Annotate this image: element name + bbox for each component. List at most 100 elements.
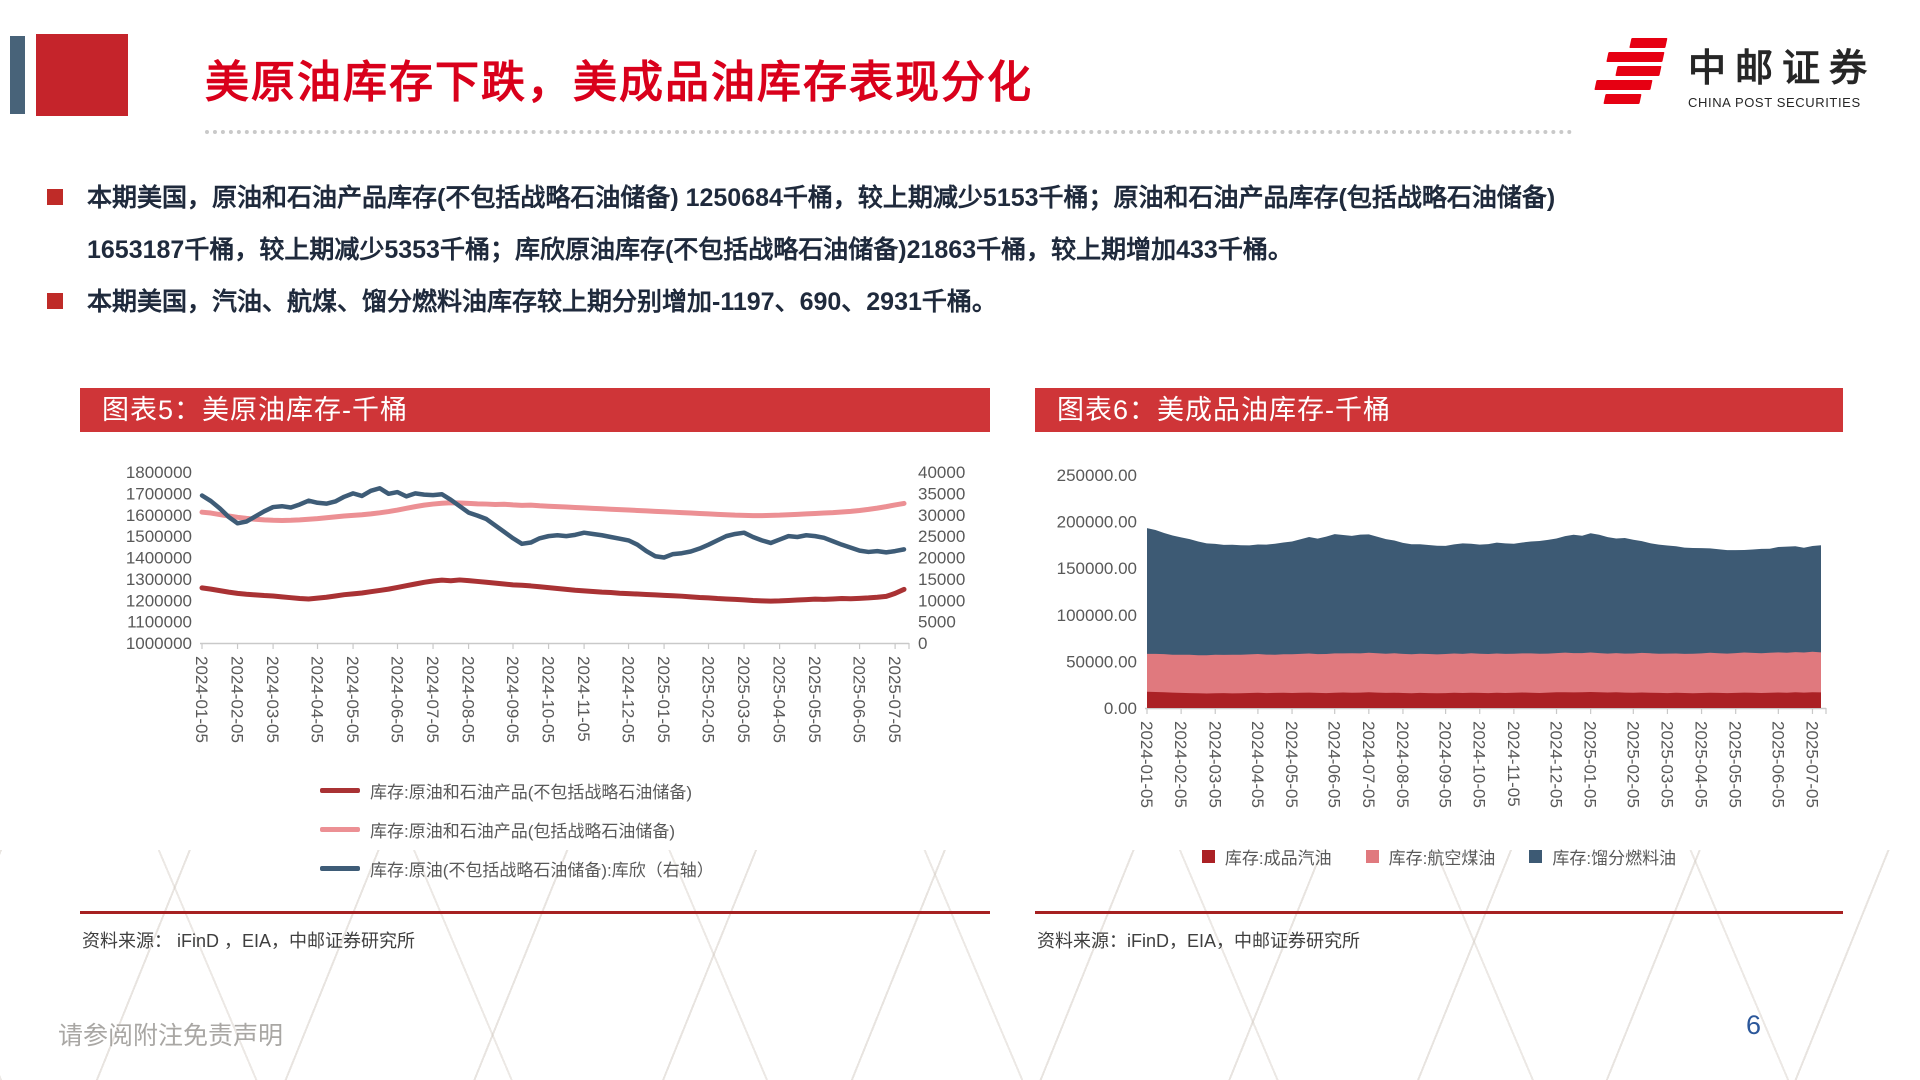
legend-item: 库存:原油和石油产品(包括战略石油储备) (320, 817, 714, 842)
bullet-marker-icon (47, 293, 63, 309)
svg-text:200000.00: 200000.00 (1057, 513, 1137, 532)
svg-text:2024-09-05: 2024-09-05 (503, 656, 522, 743)
svg-text:2024-06-05: 2024-06-05 (387, 656, 406, 743)
svg-text:2025-07-05: 2025-07-05 (1802, 721, 1821, 808)
svg-text:1600000: 1600000 (126, 506, 192, 525)
svg-text:2024-04-05: 2024-04-05 (308, 656, 327, 743)
svg-text:1800000: 1800000 (126, 463, 192, 482)
svg-text:50000.00: 50000.00 (1066, 652, 1137, 671)
svg-text:2024-10-05: 2024-10-05 (539, 656, 558, 743)
legend-square-swatch (1201, 850, 1215, 863)
legend-label: 库存:馏分燃料油 (1552, 849, 1677, 868)
svg-text:2024-07-05: 2024-07-05 (1359, 721, 1378, 808)
svg-text:2024-12-05: 2024-12-05 (619, 656, 638, 743)
svg-text:20000: 20000 (918, 549, 965, 568)
deco-slate-bar (10, 36, 25, 114)
svg-text:5000: 5000 (918, 613, 956, 632)
svg-text:100000.00: 100000.00 (1057, 606, 1137, 625)
svg-text:2025-02-05: 2025-02-05 (1623, 721, 1642, 808)
svg-text:2024-11-05: 2024-11-05 (574, 656, 593, 742)
brand: 中邮证券 CHINA POST SECURITIES (1594, 36, 1876, 110)
source-note: 资料来源： iFinD ，EIA，中邮证券研究所 (82, 931, 416, 951)
source-note: 资料来源：iFinD，EIA，中邮证券研究所 (1037, 931, 1361, 951)
svg-text:2024-03-05: 2024-03-05 (1205, 721, 1224, 808)
svg-text:2025-02-05: 2025-02-05 (699, 656, 718, 743)
svg-text:2024-06-05: 2024-06-05 (1325, 721, 1344, 808)
source-divider (1035, 911, 1843, 914)
svg-text:2024-09-05: 2024-09-05 (1436, 721, 1455, 808)
svg-text:2024-11-05: 2024-11-05 (1504, 721, 1523, 807)
svg-text:15000: 15000 (918, 570, 965, 589)
brand-name-cn: 中邮证券 (1688, 47, 1877, 90)
legend-line-swatch (320, 827, 360, 832)
svg-text:1700000: 1700000 (126, 484, 192, 503)
chart-panel-title: 图表6：美成品油库存-千桶 (1035, 388, 1843, 432)
footer-disclaimer: 请参阅附注免责声明 (58, 1022, 284, 1050)
summary-bullets: 本期美国，原油和石油产品库存(不包括战略石油储备) 1250684千桶，较上期减… (47, 172, 1607, 328)
svg-text:2024-08-05: 2024-08-05 (1393, 721, 1412, 808)
svg-text:2024-10-05: 2024-10-05 (1470, 721, 1489, 808)
svg-text:2025-06-05: 2025-06-05 (850, 656, 869, 743)
legend-item: 库存:航空煤油 (1365, 844, 1495, 869)
svg-text:1000000: 1000000 (126, 634, 192, 653)
page-title: 美原油库存下跌，美成品油库存表现分化 (205, 58, 1033, 107)
svg-text:2025-01-05: 2025-01-05 (1581, 721, 1600, 808)
svg-text:2024-01-05: 2024-01-05 (192, 656, 211, 743)
svg-text:2024-05-05: 2024-05-05 (1282, 721, 1301, 808)
svg-text:25000: 25000 (918, 527, 965, 546)
svg-text:2024-07-05: 2024-07-05 (423, 656, 442, 743)
legend-label: 库存:原油(不包括战略石油储备):库欣（右轴） (370, 861, 714, 880)
bullet-text: 本期美国，原油和石油产品库存(不包括战略石油储备) 1250684千桶，较上期减… (87, 184, 1556, 264)
legend-square-swatch (1529, 850, 1543, 863)
svg-text:2025-05-05: 2025-05-05 (1726, 721, 1745, 808)
bullet-item: 本期美国，汽油、航煤、馏分燃料油库存较上期分别增加-1197、690、2931千… (47, 276, 1607, 328)
chart-legend: 库存:原油和石油产品(不包括战略石油储备) 库存:原油和石油产品(包括战略石油储备… (320, 778, 714, 881)
svg-text:1500000: 1500000 (126, 527, 192, 546)
svg-text:1200000: 1200000 (126, 591, 192, 610)
svg-text:1400000: 1400000 (126, 549, 192, 568)
svg-text:0.00: 0.00 (1104, 699, 1137, 718)
svg-text:2025-06-05: 2025-06-05 (1768, 721, 1787, 808)
legend-item: 库存:原油和石油产品(不包括战略石油储备) (320, 778, 714, 803)
svg-text:2024-01-05: 2024-01-05 (1137, 721, 1156, 808)
brand-logo-icon (1590, 36, 1682, 110)
legend-line-swatch (320, 866, 360, 871)
title-divider (205, 130, 1573, 134)
legend-label: 库存:原油和石油产品(不包括战略石油储备) (370, 783, 693, 802)
svg-text:1300000: 1300000 (126, 570, 192, 589)
chart-panel-crude: 图表5：美原油库存-千桶 1800000 1700000 1600000 150000… (80, 388, 990, 973)
svg-text:2025-04-05: 2025-04-05 (1692, 721, 1711, 808)
svg-text:2024-08-05: 2024-08-05 (459, 656, 478, 743)
legend-line-swatch (320, 788, 360, 793)
svg-text:2024-03-05: 2024-03-05 (263, 656, 282, 743)
svg-text:35000: 35000 (918, 484, 965, 503)
chart-panel-refined: 图表6：美成品油库存-千桶 250000.00 200000.00 150000.0… (1035, 388, 1843, 973)
legend-item: 库存:原油(不包括战略石油储备):库欣（右轴） (320, 856, 714, 881)
svg-text:2025-07-05: 2025-07-05 (885, 656, 904, 743)
svg-text:2024-02-05: 2024-02-05 (1171, 721, 1190, 808)
legend-item: 库存:成品汽油 (1201, 844, 1332, 869)
svg-text:1100000: 1100000 (127, 613, 192, 632)
svg-text:2025-03-05: 2025-03-05 (734, 656, 753, 743)
svg-text:2025-01-05: 2025-01-05 (654, 656, 673, 743)
svg-text:2025-05-05: 2025-05-05 (805, 656, 824, 743)
svg-text:2024-05-05: 2024-05-05 (343, 656, 362, 743)
svg-text:2025-03-05: 2025-03-05 (1657, 721, 1676, 808)
bullet-marker-icon (47, 189, 63, 205)
bullet-item: 本期美国，原油和石油产品库存(不包括战略石油储备) 1250684千桶，较上期减… (47, 172, 1607, 276)
svg-text:150000.00: 150000.00 (1057, 559, 1137, 578)
refined-inventory-chart: 250000.00 200000.00 150000.00 100000.00 5000… (1057, 466, 1827, 808)
svg-text:10000: 10000 (918, 591, 965, 610)
legend-square-swatch (1365, 850, 1379, 863)
brand-name-en: CHINA POST SECURITIES (1688, 94, 1861, 110)
svg-text:0: 0 (918, 634, 927, 653)
legend-label: 库存:成品汽油 (1224, 849, 1332, 868)
legend-label: 库存:原油和石油产品(包括战略石油储备) (370, 822, 676, 841)
chart-panel-title: 图表5：美原油库存-千桶 (80, 388, 990, 432)
brand-text: 中邮证券 CHINA POST SECURITIES (1688, 37, 1876, 110)
page-number: 6 (1746, 1010, 1762, 1040)
bullet-text: 本期美国，汽油、航煤、馏分燃料油库存较上期分别增加-1197、690、2931千… (87, 288, 997, 316)
svg-text:30000: 30000 (918, 506, 965, 525)
background-grid-watermark (0, 850, 1920, 1080)
